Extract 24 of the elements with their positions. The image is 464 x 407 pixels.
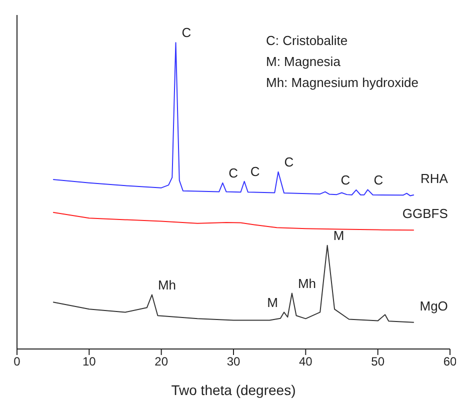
series-label: RHA: [420, 170, 448, 186]
x-tick-label: 60: [443, 354, 457, 369]
annotation: Mh: [298, 276, 316, 291]
x-tick-label: 40: [298, 354, 313, 369]
annotation: Mh: Magnesium hydroxide: [266, 74, 418, 92]
x-tick-label: 50: [371, 354, 385, 369]
annotation: M: [333, 228, 344, 244]
annotation: C: [340, 172, 350, 188]
x-tick-label: 10: [82, 354, 96, 369]
annotation: M: Magnesia: [266, 53, 342, 71]
annotation: M: [267, 294, 278, 310]
annotation: C: [250, 164, 260, 179]
x-tick-label: 30: [226, 354, 240, 369]
annotation: C: Cristobalite: [266, 32, 349, 50]
annotation: C: [374, 172, 384, 188]
annotation: C: [228, 166, 238, 181]
annotation: C: [182, 25, 192, 40]
series-label: GGBFS: [402, 206, 448, 222]
x-axis-title: Two theta (degrees): [171, 382, 296, 398]
annotation: C: [284, 154, 294, 170]
series-label: MgO: [420, 298, 448, 314]
annotation: Mh: [158, 277, 176, 292]
x-tick-label: 20: [154, 354, 168, 369]
x-tick-label: 0: [14, 354, 21, 369]
